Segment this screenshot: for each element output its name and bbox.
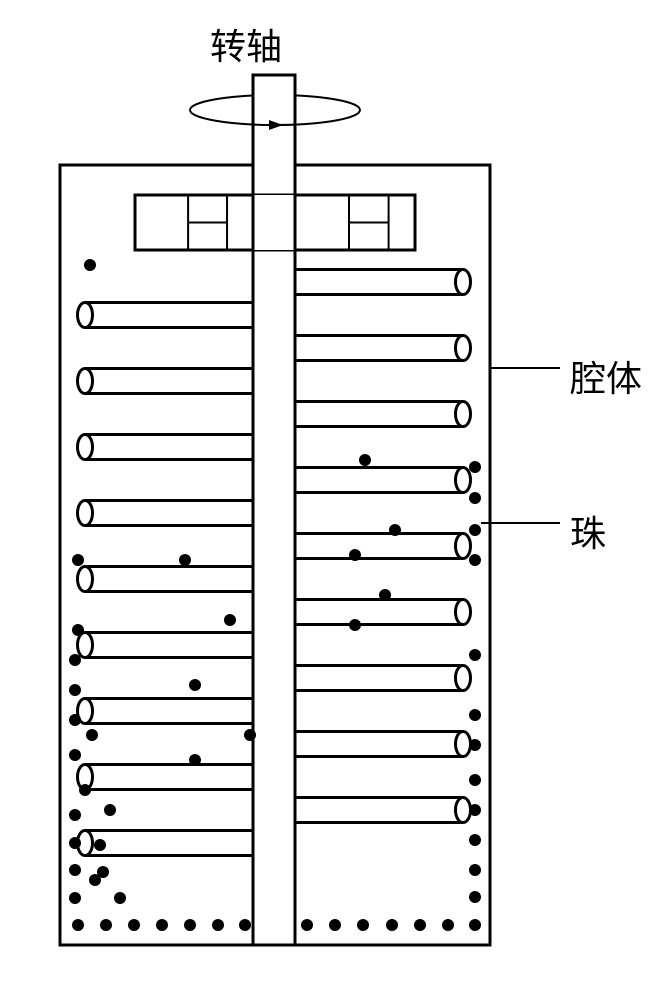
- bead: [469, 891, 481, 903]
- agitator-pin: [288, 270, 471, 295]
- bead: [359, 454, 371, 466]
- bead: [189, 754, 201, 766]
- agitator-pin: [78, 435, 261, 460]
- bead: [469, 524, 481, 536]
- bead-mill-diagram: [0, 0, 662, 1000]
- bead: [104, 804, 116, 816]
- agitator-pin: [78, 369, 261, 394]
- agitator-pin: [78, 303, 261, 328]
- bead: [389, 524, 401, 536]
- bead: [69, 864, 81, 876]
- bead: [442, 919, 454, 931]
- bead: [69, 892, 81, 904]
- bead: [97, 866, 109, 878]
- agitator-pin: [288, 534, 471, 559]
- bead: [79, 784, 91, 796]
- agitator-pin: [288, 600, 471, 625]
- bead: [329, 919, 341, 931]
- bead: [69, 714, 81, 726]
- bead: [349, 619, 361, 631]
- agitator-pin: [288, 468, 471, 493]
- bead: [357, 919, 369, 931]
- bead: [469, 864, 481, 876]
- bead: [301, 919, 313, 931]
- bead: [72, 624, 84, 636]
- agitator-pin: [288, 666, 471, 691]
- agitator-pin: [288, 402, 471, 427]
- bead: [69, 837, 81, 849]
- agitator-pin: [78, 699, 261, 724]
- bead: [469, 554, 481, 566]
- bead: [156, 919, 168, 931]
- bead: [469, 774, 481, 786]
- agitator-pin: [78, 765, 261, 790]
- bead: [72, 919, 84, 931]
- bead: [94, 839, 106, 851]
- bead: [469, 709, 481, 721]
- bead: [69, 749, 81, 761]
- bead: [69, 684, 81, 696]
- bead: [128, 919, 140, 931]
- bead: [224, 614, 236, 626]
- bead: [69, 809, 81, 821]
- bead: [100, 919, 112, 931]
- bead: [189, 679, 201, 691]
- bead: [414, 919, 426, 931]
- bead: [469, 919, 481, 931]
- agitator-pin: [78, 633, 261, 658]
- bead: [69, 654, 81, 666]
- bead: [349, 549, 361, 561]
- bead: [386, 919, 398, 931]
- bead: [86, 729, 98, 741]
- bead: [469, 649, 481, 661]
- agitator-pin: [288, 336, 471, 361]
- bead: [379, 589, 391, 601]
- agitator-pin: [288, 798, 471, 823]
- agitator-pin: [78, 501, 261, 526]
- agitator-pin: [78, 567, 261, 592]
- bead: [72, 554, 84, 566]
- bead: [469, 834, 481, 846]
- bead: [469, 804, 481, 816]
- agitator-pin: [288, 732, 471, 757]
- bead: [212, 919, 224, 931]
- bead: [184, 919, 196, 931]
- bead: [469, 492, 481, 504]
- bead: [469, 461, 481, 473]
- bead: [84, 259, 96, 271]
- bead: [179, 554, 191, 566]
- bead: [244, 729, 256, 741]
- bead: [469, 739, 481, 751]
- bead: [239, 919, 251, 931]
- bead: [114, 892, 126, 904]
